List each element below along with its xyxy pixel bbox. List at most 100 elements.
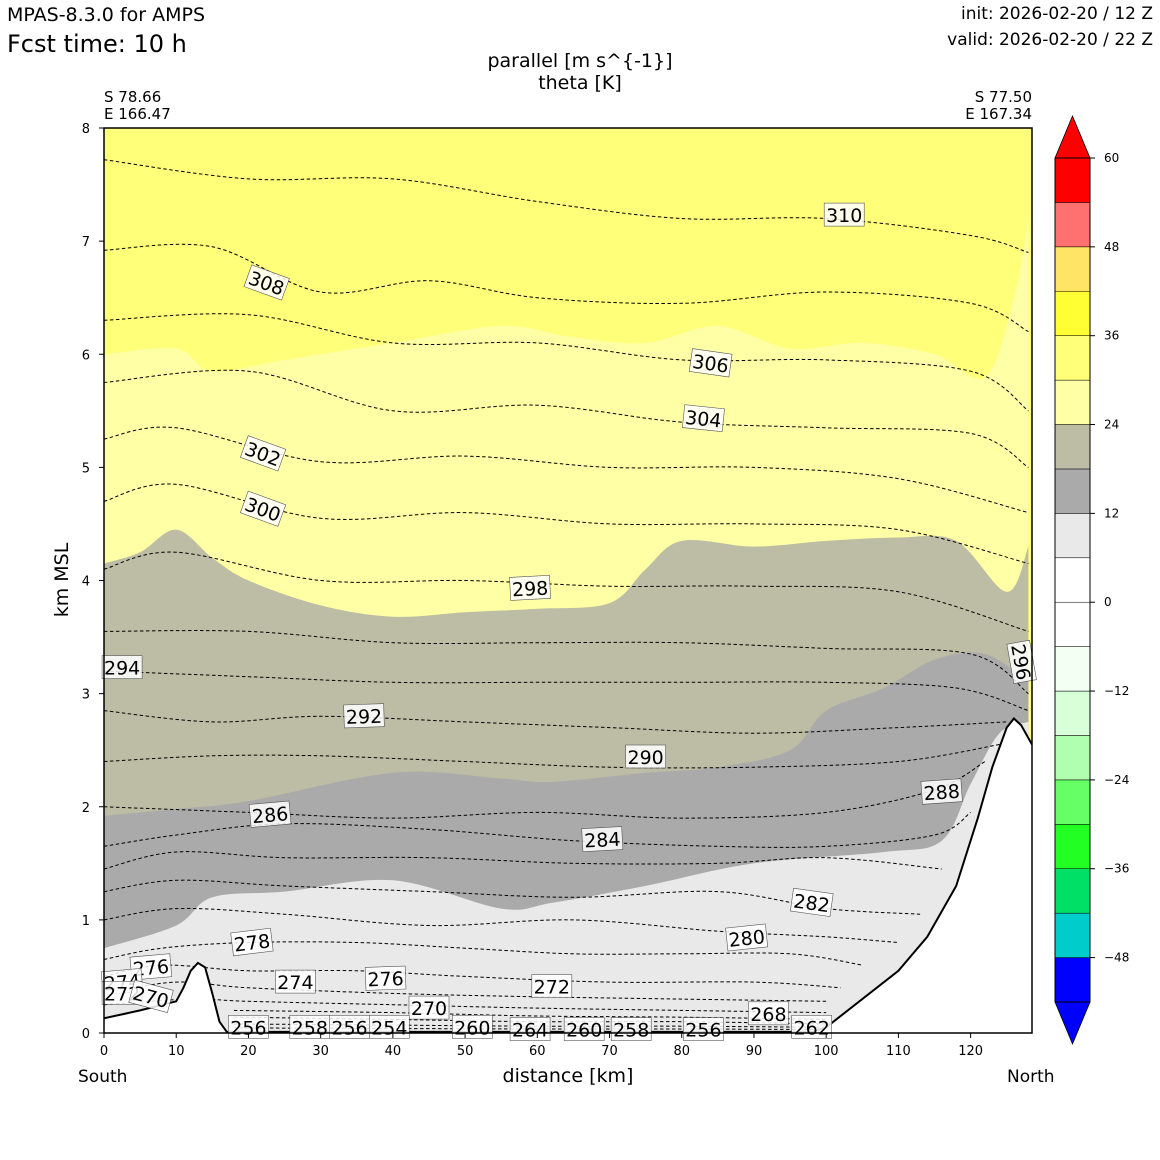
contour-label-text: 306 <box>691 351 730 378</box>
theta-contour-line <box>104 907 899 943</box>
colorbar-tick-label: 36 <box>1104 329 1119 343</box>
contour-label: 258 <box>610 1017 652 1042</box>
right-corner-coords: S 77.50 E 167.34 <box>965 89 1032 123</box>
contour-label: 284 <box>581 826 624 853</box>
contour-label-box <box>683 1017 724 1041</box>
colorbar-segment <box>1054 157 1091 203</box>
model-title: MPAS-8.3.0 for AMPS <box>7 4 206 26</box>
contour-label: 254 <box>368 1015 410 1039</box>
contour-label: 294 <box>101 655 143 680</box>
contour-label-box <box>610 1017 652 1041</box>
contour-label-box <box>725 923 769 952</box>
colorbar-frame <box>1054 157 1091 1003</box>
contour-label-box <box>248 800 292 828</box>
colorbar-tick-label: 60 <box>1104 151 1119 165</box>
contour-label-box <box>581 826 624 852</box>
right-longitude: E 167.34 <box>965 105 1032 123</box>
contour-label: 272 <box>531 974 573 999</box>
colorbar-tick-label: 48 <box>1104 240 1119 254</box>
colorbar-tick-label: −24 <box>1104 773 1129 787</box>
colorbar-segment <box>1054 779 1091 825</box>
contour-label-box <box>790 887 834 917</box>
contour-label-text: 268 <box>750 1004 786 1026</box>
contour-label-text: 260 <box>566 1020 602 1042</box>
contour-label-box <box>688 348 733 378</box>
init-time: init: 2026-02-20 / 12 Z <box>960 4 1153 24</box>
x-tick-label: 10 <box>168 1044 185 1059</box>
contour-label-text: 288 <box>923 781 961 805</box>
y-tick-label: 3 <box>82 688 90 703</box>
contour-label: 304 <box>682 404 725 433</box>
left-longitude: E 166.47 <box>104 105 171 123</box>
theta-contour-line <box>104 744 1000 769</box>
x-tick-label: 60 <box>529 1044 546 1059</box>
contour-label: 276 <box>364 965 407 991</box>
left-latitude: S 78.66 <box>104 88 162 106</box>
contour-label: 274 <box>275 969 316 994</box>
contour-label-text: 264 <box>512 1020 548 1042</box>
theta-contour-line <box>104 710 1007 734</box>
contour-label: 258 <box>289 1015 331 1039</box>
shaded-region <box>104 721 1029 1033</box>
contour-label-text: 282 <box>792 890 831 917</box>
valid-time: valid: 2026-02-20 / 22 Z <box>947 30 1153 50</box>
contour-label-text: 262 <box>794 1017 830 1039</box>
x-tick-label: 30 <box>312 1044 329 1059</box>
theta-contour-line <box>104 313 1029 412</box>
theta-contour-line <box>104 483 1029 564</box>
y-tick-label: 7 <box>82 235 90 250</box>
theta-contour-line <box>104 879 921 915</box>
colorbar-segment <box>1054 557 1091 603</box>
contour-label-box <box>509 1017 551 1041</box>
x-tick-label: 110 <box>886 1044 911 1059</box>
x-tick-label: 70 <box>601 1044 618 1059</box>
contour-label-text: 310 <box>826 205 862 227</box>
contour-label: 260 <box>563 1017 605 1042</box>
theta-contour-line <box>104 851 942 870</box>
contour-label-box <box>682 404 725 433</box>
x-tick-label: 120 <box>958 1044 983 1059</box>
contour-label-box <box>343 703 385 729</box>
theta-contour-line <box>104 941 863 966</box>
contour-label-text: 260 <box>454 1017 490 1039</box>
contour-label: 264 <box>509 1017 551 1042</box>
contour-labels: 3103083063043023002982962942922902882862… <box>100 202 1037 1042</box>
contour-label-text: 272 <box>534 977 570 999</box>
contour-label-box <box>128 979 174 1013</box>
theta-contour-line <box>104 670 1029 712</box>
left-corner-coords: S 78.66 E 166.47 <box>104 89 171 123</box>
contour-label: 282 <box>790 887 834 917</box>
contour-label: 260 <box>451 1015 493 1039</box>
right-latitude: S 77.50 <box>974 88 1032 106</box>
contour-label: 306 <box>688 348 733 378</box>
colorbar-segment <box>1054 735 1091 781</box>
colorbar-tick-label: 12 <box>1104 506 1119 520</box>
theta-contour-line <box>104 811 971 848</box>
x-tick-label: 20 <box>240 1044 257 1059</box>
colorbar-extend-max <box>1054 114 1091 159</box>
contour-label-text: 294 <box>104 658 140 680</box>
contour-label-box <box>239 435 287 472</box>
plot-title: parallel [m s^{-1}] <box>487 50 673 72</box>
theta-contour-line <box>104 426 1029 514</box>
colorbar-segment <box>1054 246 1091 292</box>
y-tick-label: 5 <box>82 461 90 476</box>
y-tick-label: 6 <box>82 348 90 363</box>
contour-label-text: 298 <box>511 577 548 601</box>
plot-subtitle: theta [K] <box>538 72 622 94</box>
contour-label-text: 256 <box>331 1017 367 1039</box>
contour-label-box <box>823 202 865 227</box>
contour-label-text: 276 <box>367 968 404 991</box>
x-tick-label: 40 <box>385 1044 402 1059</box>
theta-contour-line <box>104 159 1029 253</box>
contour-label-text: 256 <box>230 1017 266 1039</box>
terrain-fill <box>104 718 1032 1033</box>
contour-label-box <box>364 965 407 991</box>
contour-label: 292 <box>343 703 385 729</box>
contour-label-text: 256 <box>685 1020 721 1042</box>
colorbar-tick-label: −12 <box>1104 684 1129 698</box>
colorbar-segment <box>1054 335 1091 381</box>
colorbar-segment <box>1054 202 1091 248</box>
colorbar-segment <box>1054 912 1091 958</box>
contour-label-text: 286 <box>251 803 289 828</box>
